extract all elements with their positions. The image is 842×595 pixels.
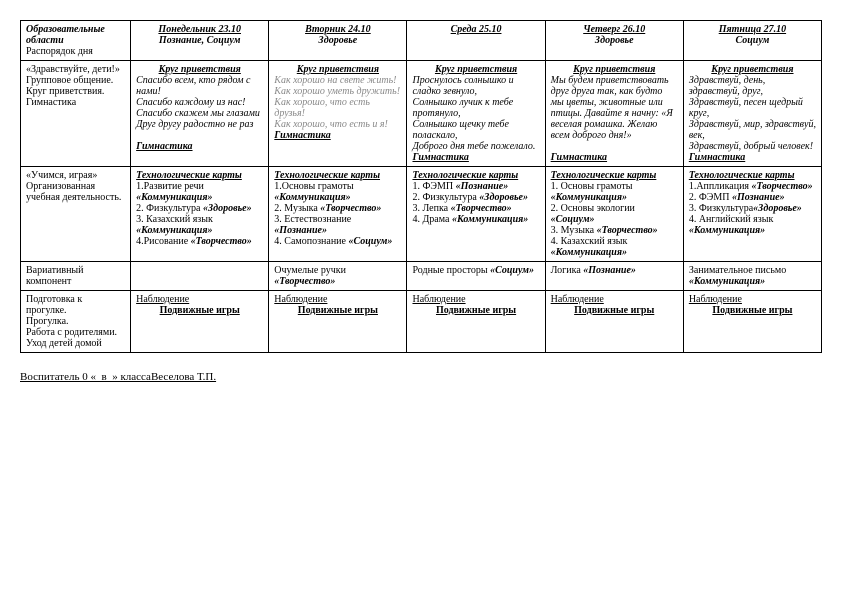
hdr-mon: Понедельник 23.10 Познание, Социум: [131, 21, 269, 61]
r2-fri: Технологические карты 1.Аппликация «Твор…: [683, 167, 821, 262]
r1-tue: Круг приветствия Как хорошо на свете жит…: [269, 61, 407, 167]
r1-mon: Круг приветствия Спасибо всем, кто рядом…: [131, 61, 269, 167]
row4-label: Подготовка к прогулке. Прогулка. Работа …: [21, 291, 131, 353]
r1-mon-body: Спасибо всем, кто рядом с нами! Спасибо …: [136, 75, 263, 130]
r2-thu-title: Технологические карты: [551, 170, 678, 181]
hdr-thu-date: Четверг 26.10: [551, 24, 678, 35]
r4-fri-games: Подвижные игры: [689, 305, 816, 316]
r2-tue: Технологические карты 1.Основы грамоты «…: [269, 167, 407, 262]
r1-mon-title: Круг приветствия: [136, 64, 263, 75]
hdr-tue-subj: Здоровье: [274, 35, 401, 46]
r1l1: Групповое общение.: [26, 75, 125, 86]
r2l1: Организованная учебная деятельность.: [26, 181, 125, 203]
hdr-fri-subj: Социум: [689, 35, 816, 46]
hdr-fri: Пятница 27.10 Социум: [683, 21, 821, 61]
row1-label: «Здравствуйте, дети!» Групповое общение.…: [21, 61, 131, 167]
r1-wed: Круг приветствия Проснулось солнышко и с…: [407, 61, 545, 167]
r4-fri: Наблюдение Подвижные игры: [683, 291, 821, 353]
hdr-mon-subj: Познание, Социум: [136, 35, 263, 46]
r1-fri: Круг приветствия Здравствуй, день, здрав…: [683, 61, 821, 167]
r4-wed: Наблюдение Подвижные игры: [407, 291, 545, 353]
r4-wed-obs: Наблюдение: [412, 294, 465, 305]
r1-wed-body: Проснулось солнышко и сладко зевнуло, Со…: [412, 75, 539, 152]
r4-mon-games: Подвижные игры: [136, 305, 263, 316]
r4-thu-games: Подвижные игры: [551, 305, 678, 316]
hdr-mon-date: Понедельник 23.10: [136, 24, 263, 35]
r2-fri-title: Технологические карты: [689, 170, 816, 181]
r1-fri-body: Здравствуй, день, здравствуй, друг, Здра…: [689, 75, 816, 152]
r1-tue-gym: Гимнастика: [274, 130, 401, 141]
r2-mon: Технологические карты 1.Развитие речи «К…: [131, 167, 269, 262]
r4-fri-obs: Наблюдение: [689, 294, 742, 305]
hdr-thu: Четверг 26.10 Здоровье: [545, 21, 683, 61]
hdr-wed-date: Среда 25.10: [412, 24, 539, 35]
r2-tue-body: 1.Основы грамоты «Коммуникация» 2. Музык…: [274, 181, 401, 247]
r3-mon: [131, 262, 269, 291]
r4-wed-games: Подвижные игры: [412, 305, 539, 316]
r4-tue-games: Подвижные игры: [274, 305, 401, 316]
r3-tue: Очумелые ручки «Творчество»: [269, 262, 407, 291]
r1-thu: Круг приветствия Мы будем приветствовать…: [545, 61, 683, 167]
row-walk: Подготовка к прогулке. Прогулка. Работа …: [21, 291, 822, 353]
r2-wed-title: Технологические карты: [412, 170, 539, 181]
r2-wed: Технологические карты 1. ФЭМП «Познание»…: [407, 167, 545, 262]
hdr-tue: Вторник 24.10 Здоровье: [269, 21, 407, 61]
r2-fri-body: 1.Аппликация «Творчество» 2. ФЭМП «Позна…: [689, 181, 816, 236]
r1-tue-title: Круг приветствия: [274, 64, 401, 75]
r1-fri-gym: Гимнастика: [689, 152, 816, 163]
r1l0: «Здравствуйте, дети!»: [26, 64, 125, 75]
r1-wed-gym: Гимнастика: [412, 152, 539, 163]
header-col0: Образовательные области Распорядок дня: [21, 21, 131, 61]
r2-mon-body: 1.Развитие речи «Коммуникация» 2. Физкул…: [136, 181, 263, 247]
r2-wed-body: 1. ФЭМП «Познание» 2. Физкультура «Здоро…: [412, 181, 539, 225]
hdr-fri-date: Пятница 27.10: [689, 24, 816, 35]
r2-tue-title: Технологические карты: [274, 170, 401, 181]
r1-tue-body: Как хорошо на свете жить! Как хорошо уме…: [274, 75, 401, 130]
r4-thu-obs: Наблюдение: [551, 294, 604, 305]
row3-label: Вариативный компонент: [21, 262, 131, 291]
hdr-routine: Распорядок дня: [26, 46, 125, 57]
r1-fri-title: Круг приветствия: [689, 64, 816, 75]
hdr-thu-subj: Здоровье: [551, 35, 678, 46]
r1l3: Гимнастика: [26, 97, 125, 108]
r2l0: «Учимся, играя»: [26, 170, 125, 181]
row-greeting: «Здравствуйте, дети!» Групповое общение.…: [21, 61, 822, 167]
r4-tue: Наблюдение Подвижные игры: [269, 291, 407, 353]
header-row: Образовательные области Распорядок дня П…: [21, 21, 822, 61]
footer-teacher: Воспитатель 0 «_в_» классаВеселова Т.П.: [20, 371, 822, 383]
hdr-tue-date: Вторник 24.10: [274, 24, 401, 35]
hdr-wed: Среда 25.10: [407, 21, 545, 61]
r2-thu-body: 1. Основы грамоты «Коммуникация» 2. Осно…: [551, 181, 678, 258]
r4-tue-obs: Наблюдение: [274, 294, 327, 305]
r1-thu-gym: Гимнастика: [551, 152, 678, 163]
r1-thu-body: Мы будем приветствовать друг друга так, …: [551, 75, 678, 141]
hdr-areas: Образовательные области: [26, 24, 125, 46]
schedule-table: Образовательные области Распорядок дня П…: [20, 20, 822, 353]
row2-label: «Учимся, играя» Организованная учебная д…: [21, 167, 131, 262]
r3-fri: Занимательное письмо «Коммуникация»: [683, 262, 821, 291]
r2-mon-title: Технологические карты: [136, 170, 263, 181]
r1-wed-title: Круг приветствия: [412, 64, 539, 75]
r3-wed: Родные просторы «Социум»: [407, 262, 545, 291]
r4-mon: Наблюдение Подвижные игры: [131, 291, 269, 353]
r1-mon-gym: Гимнастика: [136, 141, 263, 152]
r3-thu: Логика «Познание»: [545, 262, 683, 291]
r2-thu: Технологические карты 1. Основы грамоты …: [545, 167, 683, 262]
r4-thu: Наблюдение Подвижные игры: [545, 291, 683, 353]
row-tech: «Учимся, играя» Организованная учебная д…: [21, 167, 822, 262]
r4-mon-obs: Наблюдение: [136, 294, 189, 305]
r1l2: Круг приветствия.: [26, 86, 125, 97]
row-variative: Вариативный компонент Очумелые ручки «Тв…: [21, 262, 822, 291]
r1-thu-title: Круг приветствия: [551, 64, 678, 75]
